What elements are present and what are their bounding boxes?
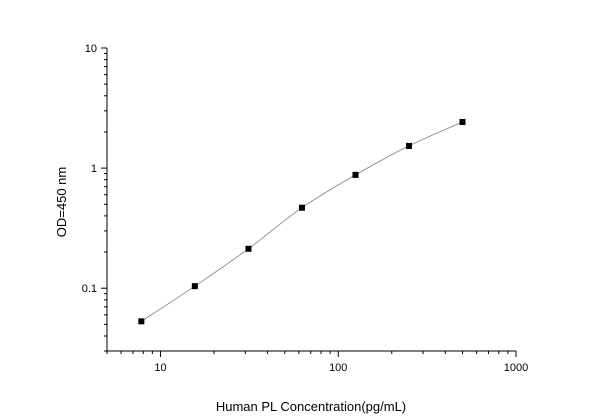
y-tick-label: 0.1 [82,283,97,295]
data-point-marker [459,119,466,126]
x-axis-title: Human PL Concentration(pg/mL) [216,399,406,414]
fit-curve-line [141,121,463,322]
x-tick-label: 10 [154,362,166,374]
data-point-marker [298,204,305,211]
y-tick-label: 10 [85,43,97,55]
data-point-marker [191,283,198,290]
data-point-marker [245,245,252,252]
data-point-marker [138,318,145,325]
data-point-marker [405,142,412,149]
x-tick-label: 100 [329,362,347,374]
x-tick-label: 1000 [504,362,528,374]
y-tick-label: 1 [91,163,97,175]
data-point-marker [352,171,359,178]
y-axis-title: OD=450 nm [54,167,69,237]
